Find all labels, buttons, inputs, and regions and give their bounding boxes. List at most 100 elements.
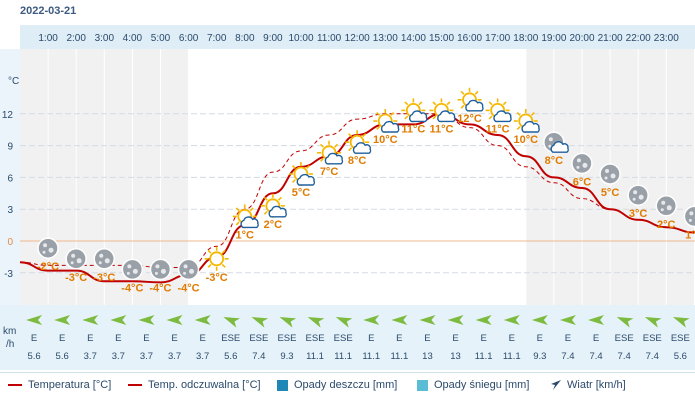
hour-label: 10:00	[288, 33, 313, 44]
cloud-shape	[437, 110, 456, 123]
sun-ray	[306, 164, 311, 169]
wind-direction: ESE	[306, 333, 325, 344]
legend-snow-swatch	[417, 379, 428, 391]
moon-crater	[155, 264, 160, 269]
sun-cloud-icon	[345, 130, 372, 155]
hour-label: 15:00	[429, 33, 454, 44]
wind-direction: E	[537, 333, 543, 344]
moon-cloud-icon	[543, 131, 569, 153]
y-tick-label: 12	[2, 110, 14, 121]
moon-crater	[632, 197, 636, 201]
wind-direction: E	[452, 333, 458, 344]
wind-arrow-icon	[335, 317, 353, 328]
moon-crater	[126, 271, 130, 275]
hour-label: 20:00	[569, 33, 594, 44]
wind-speed: 3.7	[112, 351, 125, 362]
wind-direction: ESE	[221, 333, 240, 344]
sun-ray	[235, 221, 240, 226]
wind-speed: 7.4	[589, 351, 602, 362]
temp-label: 3°C	[629, 208, 648, 220]
wind-arrow-shape	[194, 315, 211, 325]
cloud-shape	[296, 173, 316, 186]
date-title: 2022-03-21	[20, 5, 77, 17]
wind-direction: E	[115, 333, 121, 344]
moon-crater	[42, 250, 46, 254]
wind-direction: E	[143, 333, 149, 344]
legend-temp: Temperatura [°C]	[8, 379, 111, 391]
temp-label: -4°C	[149, 282, 171, 294]
temp-label: -3°C	[206, 272, 228, 284]
moon-crater	[582, 162, 588, 168]
wind-arrow-icon	[644, 317, 662, 328]
moon-disc	[655, 195, 677, 217]
moon-crater	[160, 268, 166, 274]
moon-disc	[37, 237, 59, 259]
wind-arrow-shape	[166, 315, 183, 325]
wind-arrow-icon	[110, 315, 127, 325]
sun-ray	[432, 101, 437, 106]
moon-partly-icon	[627, 184, 649, 206]
wind-arrow-shape	[363, 315, 380, 325]
hour-label: 14:00	[401, 33, 426, 44]
temp-label: 2°C	[657, 219, 676, 231]
sun-ray	[516, 111, 521, 116]
wind-arrow-shape	[559, 315, 576, 325]
wind-direction: ESE	[334, 333, 353, 344]
sun-cloud-icon	[288, 162, 316, 186]
hour-label: 9:00	[263, 33, 283, 44]
hour-label: 22:00	[626, 33, 651, 44]
wind-speed: 7.4	[252, 351, 265, 362]
wind-arrow-shape	[26, 315, 43, 325]
sun-cloud-icon	[457, 87, 484, 112]
sun-ray	[488, 115, 493, 120]
legend-feels-swatch	[128, 384, 142, 387]
moon-crater	[548, 137, 553, 142]
hour-label: 16:00	[457, 33, 482, 44]
wind-arrow-shape	[447, 315, 464, 325]
sun-cloud-icon	[260, 193, 287, 218]
sun-cloud-icon	[429, 98, 456, 123]
sun-ray	[488, 101, 493, 106]
wind-direction: E	[480, 333, 486, 344]
hour-label: 21:00	[598, 33, 623, 44]
hour-label: 5:00	[151, 33, 171, 44]
moon-partly-icon	[93, 248, 115, 270]
moon-crater	[189, 268, 195, 274]
wind-arrow-shape	[110, 315, 127, 325]
moon-crater	[98, 261, 102, 265]
header-band	[20, 25, 695, 49]
moon-disc	[177, 258, 200, 281]
wind-arrow-shape	[223, 317, 241, 328]
wind-arrow-icon	[503, 315, 520, 325]
wind-arrow-icon	[588, 315, 605, 325]
cloud-shape	[521, 120, 540, 133]
moon-partly-icon	[683, 205, 695, 228]
wind-arrow-icon	[138, 315, 155, 325]
wind-arrow-shape	[644, 317, 662, 328]
sun-cloud-icon	[373, 109, 400, 133]
sun-ray	[432, 115, 437, 120]
wind-arrow-shape	[503, 315, 520, 325]
sun-ray	[221, 263, 226, 268]
wind-speed: 11.1	[362, 351, 380, 362]
wind-arrow-icon	[559, 315, 576, 325]
temp-label: 7°C	[320, 166, 339, 178]
temp-label: -3°C	[65, 272, 87, 284]
wind-arrow-shape	[391, 315, 408, 325]
wind-arrow-shape	[616, 317, 634, 328]
legend-rain: Opady deszczu [mm]	[277, 379, 397, 391]
wind-direction: E	[87, 333, 93, 344]
y-axis-band	[0, 49, 20, 305]
moon-disc	[121, 258, 144, 281]
temp-label: -2°C	[37, 261, 59, 273]
moon-disc	[65, 248, 87, 270]
wind-speed: 9.3	[533, 351, 546, 362]
sun-ray	[207, 263, 212, 268]
sun-ray	[446, 101, 451, 106]
wind-speed: 13	[450, 351, 461, 362]
y-tick-label: 0	[7, 237, 13, 248]
hour-label: 12:00	[345, 33, 370, 44]
cloud-shape	[352, 142, 372, 154]
wind-arrow-icon	[616, 317, 634, 328]
temp-label: 8°C	[545, 155, 564, 167]
